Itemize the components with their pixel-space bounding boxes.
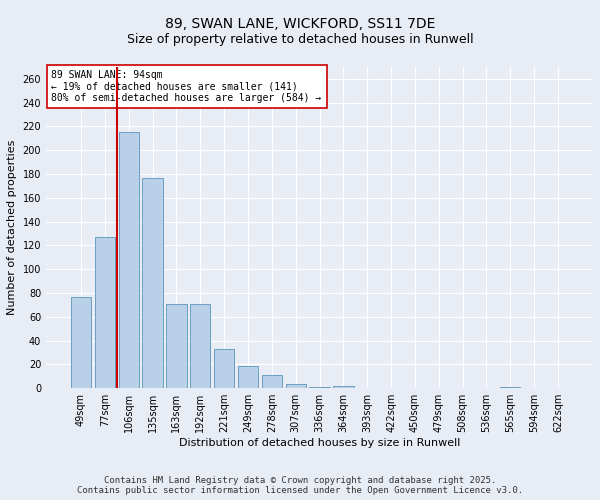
X-axis label: Distribution of detached houses by size in Runwell: Distribution of detached houses by size …: [179, 438, 460, 448]
Bar: [142, 178, 163, 388]
Bar: [166, 304, 187, 388]
Bar: [71, 296, 91, 388]
Bar: [95, 237, 115, 388]
Text: 89 SWAN LANE: 94sqm
← 19% of detached houses are smaller (141)
80% of semi-detac: 89 SWAN LANE: 94sqm ← 19% of detached ho…: [52, 70, 322, 103]
Y-axis label: Number of detached properties: Number of detached properties: [7, 140, 17, 316]
Bar: [214, 349, 234, 389]
Bar: [286, 384, 306, 388]
Bar: [238, 366, 258, 388]
Bar: [500, 387, 520, 388]
Bar: [190, 304, 211, 388]
Bar: [119, 132, 139, 388]
Bar: [333, 386, 353, 388]
Text: Size of property relative to detached houses in Runwell: Size of property relative to detached ho…: [127, 32, 473, 46]
Bar: [262, 375, 282, 388]
Text: Contains HM Land Registry data © Crown copyright and database right 2025.
Contai: Contains HM Land Registry data © Crown c…: [77, 476, 523, 495]
Text: 89, SWAN LANE, WICKFORD, SS11 7DE: 89, SWAN LANE, WICKFORD, SS11 7DE: [165, 18, 435, 32]
Bar: [310, 387, 329, 388]
